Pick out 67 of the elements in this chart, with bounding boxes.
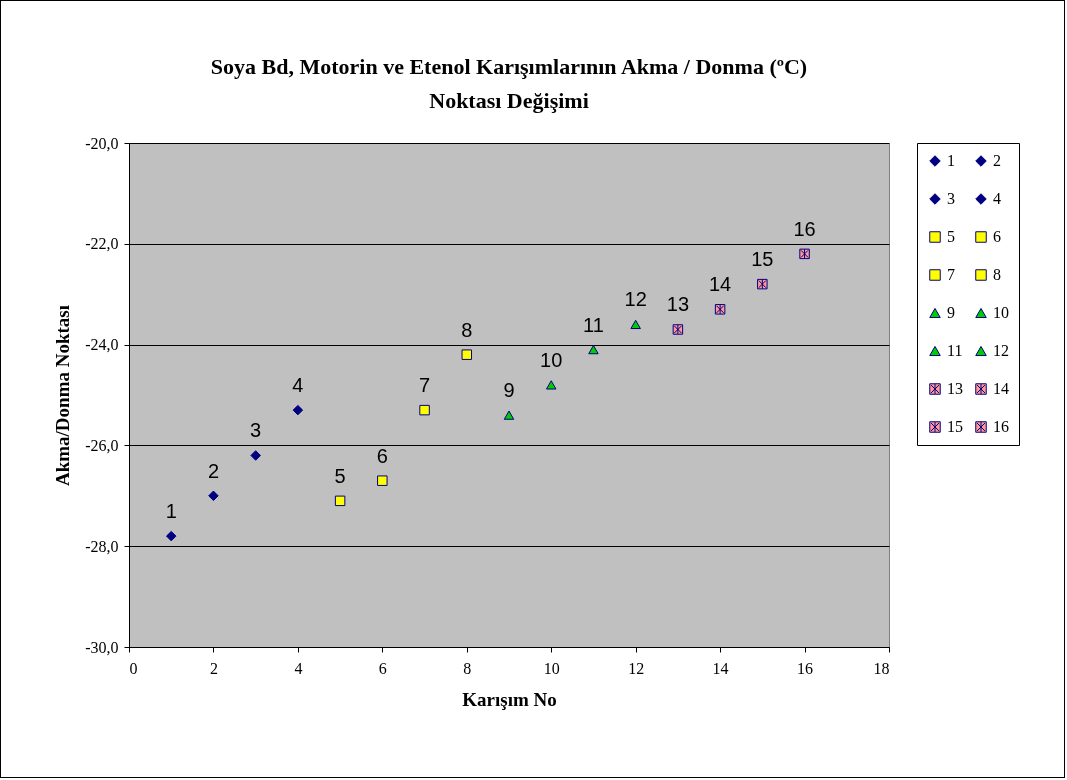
x-tick-label: 6 <box>378 659 387 677</box>
text: 13 <box>666 293 690 316</box>
text: 2 <box>207 459 220 482</box>
x-tick-label: 10 <box>543 659 560 677</box>
text: 16 <box>793 217 816 240</box>
point <box>503 410 515 420</box>
x-tick-label: 18 <box>873 659 890 677</box>
x-tick-label: 0 <box>129 659 138 677</box>
text: 4 <box>292 374 304 397</box>
point <box>588 345 599 355</box>
y-tick-label: -20,0 <box>85 134 119 152</box>
y-tick-label: -24,0 <box>85 336 119 354</box>
point <box>672 324 684 335</box>
text: 5 <box>334 464 346 487</box>
legend-label: 6 <box>993 228 1001 245</box>
text: 12 <box>624 288 647 311</box>
x-tick-label: 4 <box>294 659 303 677</box>
x-tick-label: 2 <box>209 659 218 677</box>
y-axis-title: Akma/Donma Noktası <box>52 304 74 487</box>
legend-label: 13 <box>947 380 963 397</box>
point <box>545 380 557 390</box>
legend-label: 3 <box>947 190 955 207</box>
x-tick-label: 12 <box>628 659 645 677</box>
text: 15 <box>751 248 774 271</box>
legend-label: 15 <box>947 418 963 435</box>
point <box>799 248 810 260</box>
point <box>334 495 346 507</box>
legend-label: 7 <box>947 266 955 283</box>
x-tick-label: 8 <box>463 659 472 677</box>
point <box>165 530 177 542</box>
point <box>714 304 726 315</box>
legend-label: 5 <box>947 228 955 245</box>
y-tick-label: -30,0 <box>85 638 119 656</box>
point <box>250 450 261 461</box>
y-tick-label: -22,0 <box>85 235 119 253</box>
x-tick-label: 14 <box>712 659 729 677</box>
text: 8 <box>461 318 473 341</box>
chart-title: Soya Bd, Motorin ve Etenol Karışımlarının Akma / Donma (ºC) Noktası Değişimi <box>210 54 808 113</box>
legend-label: 9 <box>947 304 955 321</box>
text: 11 <box>583 313 604 336</box>
text: 3 <box>250 419 262 442</box>
point <box>292 404 304 416</box>
legend-label: 10 <box>993 304 1009 321</box>
text: 1 <box>165 500 177 523</box>
text: 10 <box>540 348 563 371</box>
text: 14 <box>708 273 732 296</box>
legend-label: 11 <box>947 342 963 359</box>
point <box>208 490 219 502</box>
legend-label: 14 <box>993 380 1009 397</box>
legend-label: 16 <box>993 418 1009 435</box>
legend-label: 8 <box>993 266 1001 283</box>
point <box>461 349 473 360</box>
y-tick-label: -26,0 <box>85 436 119 454</box>
legend-label: 4 <box>993 190 1001 207</box>
text: 6 <box>376 444 388 467</box>
legend-label: 1 <box>947 152 955 169</box>
text: 7 <box>418 374 431 397</box>
point <box>630 319 641 330</box>
y-tick-label: -28,0 <box>85 537 119 555</box>
point <box>419 404 430 416</box>
x-tick-label: 16 <box>797 659 814 677</box>
text: 9 <box>503 379 515 402</box>
legend-label: 12 <box>993 342 1009 359</box>
point <box>757 278 768 290</box>
x-axis-title: Karışım No <box>462 688 557 710</box>
point <box>377 475 388 486</box>
legend-label: 2 <box>993 152 1001 169</box>
